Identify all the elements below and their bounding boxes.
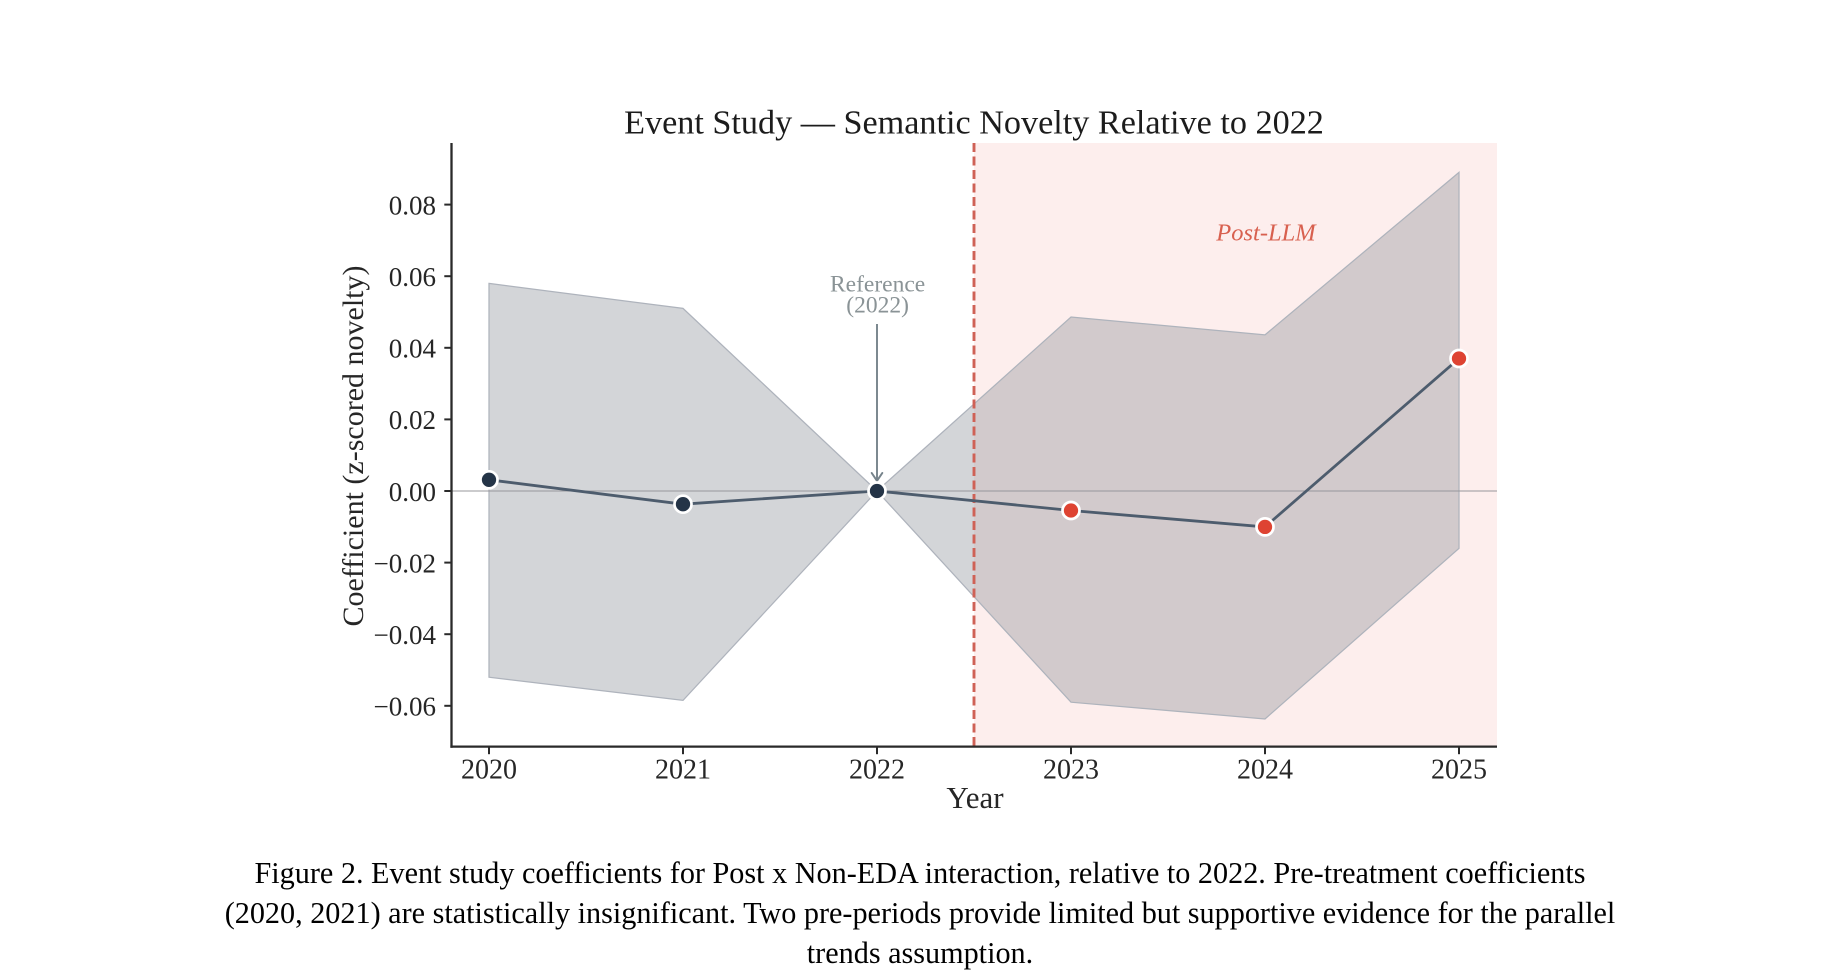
svg-text:2022: 2022 xyxy=(849,755,905,786)
svg-text:(2020, 2021) are statistically: (2020, 2021) are statistically insignifi… xyxy=(225,896,1616,930)
svg-text:Coefficient (z-scored novelty): Coefficient (z-scored novelty) xyxy=(337,266,370,627)
svg-text:0.02: 0.02 xyxy=(389,405,436,435)
svg-text:0.08: 0.08 xyxy=(389,190,436,220)
svg-text:Year: Year xyxy=(946,780,1004,815)
svg-text:0.04: 0.04 xyxy=(389,334,437,364)
svg-text:trends assumption.: trends assumption. xyxy=(807,936,1033,970)
svg-text:2025: 2025 xyxy=(1431,755,1487,786)
svg-text:Post-LLM: Post-LLM xyxy=(1215,219,1317,246)
svg-text:2021: 2021 xyxy=(655,755,711,786)
svg-text:Figure 2. Event study coeffici: Figure 2. Event study coefficients for P… xyxy=(255,856,1586,890)
svg-text:2024: 2024 xyxy=(1237,755,1293,786)
svg-text:Event Study — Semantic Novelty: Event Study — Semantic Novelty Relative … xyxy=(624,105,1324,142)
svg-text:−0.06: −0.06 xyxy=(374,692,436,722)
svg-text:(2022): (2022) xyxy=(846,292,909,318)
svg-text:−0.02: −0.02 xyxy=(374,548,436,578)
svg-text:2020: 2020 xyxy=(461,755,517,786)
svg-text:2023: 2023 xyxy=(1043,755,1099,786)
svg-text:−0.04: −0.04 xyxy=(374,620,437,650)
svg-text:0.06: 0.06 xyxy=(389,262,436,292)
svg-text:0.00: 0.00 xyxy=(389,477,436,507)
svg-text:Reference: Reference xyxy=(830,271,925,297)
